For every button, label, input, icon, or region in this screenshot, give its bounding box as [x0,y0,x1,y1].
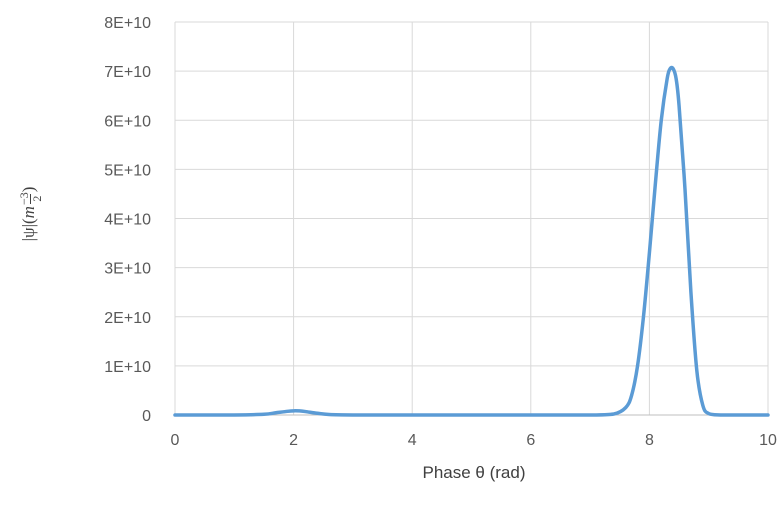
y-tick-label: 5E+10 [104,162,151,179]
x-tick-label: 2 [289,432,298,449]
y-tick-label: 8E+10 [104,15,151,32]
x-tick-label: 10 [759,432,777,449]
x-tick-label: 0 [171,432,180,449]
y-axis-title-variable: m [19,206,38,219]
y-axis-title-suffix: ) [19,186,38,193]
x-tick-labels: 0 2 4 6 8 10 [171,432,777,449]
y-axis-title-prefix: |ψ|( [19,218,38,242]
y-tick-label: 1E+10 [104,359,151,376]
y-tick-label: 7E+10 [104,64,151,81]
y-tick-labels: 0 1E+10 2E+10 3E+10 4E+10 5E+10 6E+10 7E+10 8E+1… [104,15,151,425]
y-tick-label: 6E+10 [104,113,151,130]
y-axis-title-exponent: −3 2 [16,192,44,206]
y-tick-label: 4E+10 [104,212,151,229]
y-axis-exponent-numerator: −3 [16,192,31,206]
y-tick-label: 3E+10 [104,261,151,278]
x-tick-label: 8 [645,432,654,449]
y-tick-label: 0 [142,408,151,425]
x-tick-label: 6 [526,432,535,449]
y-axis-title: |ψ|(m−32) [16,186,44,242]
gridlines [174,21,769,416]
series-group [173,65,770,417]
x-tick-label: 4 [408,432,417,449]
x-axis-title: Phase θ (rad) [423,463,526,482]
y-tick-label: 2E+10 [104,310,151,327]
y-axis-exponent-denominator: 2 [29,195,44,202]
series-line [173,65,770,417]
